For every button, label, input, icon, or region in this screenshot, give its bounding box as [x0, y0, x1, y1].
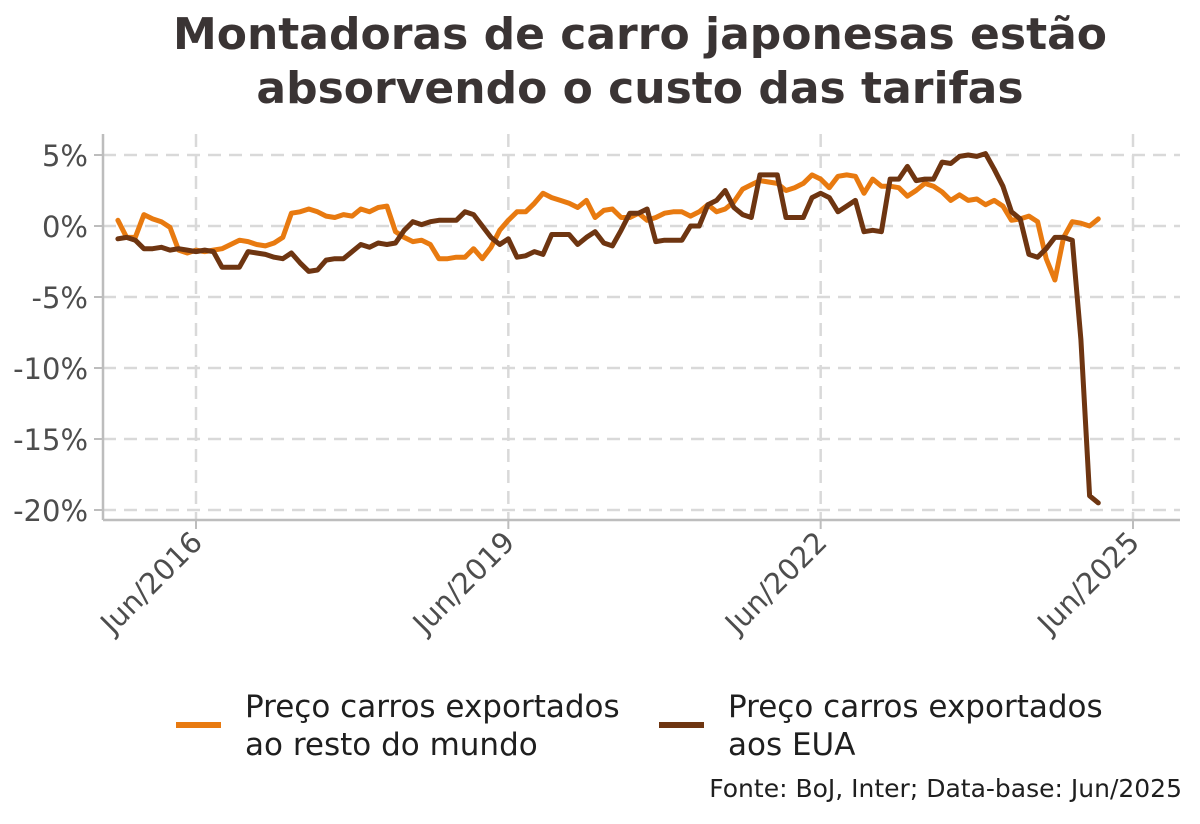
series-lines — [115, 151, 1101, 506]
x-tick-label: Jun/2019 — [405, 525, 522, 642]
grid-lines — [103, 134, 1180, 520]
legend-label-usa-line-2: aos EUA — [728, 727, 856, 763]
legend-swatch-usa — [659, 722, 704, 728]
x-tick-label: Jun/2025 — [1029, 525, 1146, 642]
series-line-usa — [115, 151, 1101, 506]
y-tick-label: -15% — [13, 423, 88, 457]
y-tick-label: -10% — [13, 352, 88, 386]
legend-label-rest-of-world-line-2: ao resto do mundo — [245, 727, 538, 763]
x-tick-label: Jun/2022 — [717, 525, 834, 642]
legend-label-usa-line-1: Preço carros exportados — [728, 689, 1103, 725]
y-tick-label: 5% — [42, 139, 88, 173]
chart-title: Montadoras de carro japonesas estão abso… — [0, 8, 1200, 116]
source-caption: Fonte: BoJ, Inter; Data-base: Jun/2025 — [709, 774, 1182, 803]
chart-title-line-2: absorvendo o custo das tarifas — [256, 63, 1024, 114]
legend-swatch-rest-of-world — [176, 722, 221, 728]
series-line-rest-of-world — [115, 172, 1101, 283]
chart-title-line-1: Montadoras de carro japonesas estão — [172, 9, 1108, 60]
axes — [94, 134, 1180, 529]
legend-item-usa: Preço carros exportados aos EUA — [659, 688, 1103, 764]
legend-item-rest-of-world: Preço carros exportados ao resto do mund… — [176, 688, 620, 764]
y-tick-label: -20% — [13, 494, 88, 528]
x-tick-label: Jun/2016 — [92, 525, 209, 642]
legend-label-rest-of-world-line-1: Preço carros exportados — [245, 689, 620, 725]
y-tick-label: 0% — [42, 210, 88, 244]
y-tick-label: -5% — [32, 281, 88, 315]
tick-labels: 5% 0% -5% -10% -15% -20%Jun/2016 Jun/2019 Jun/2… — [13, 139, 1146, 642]
